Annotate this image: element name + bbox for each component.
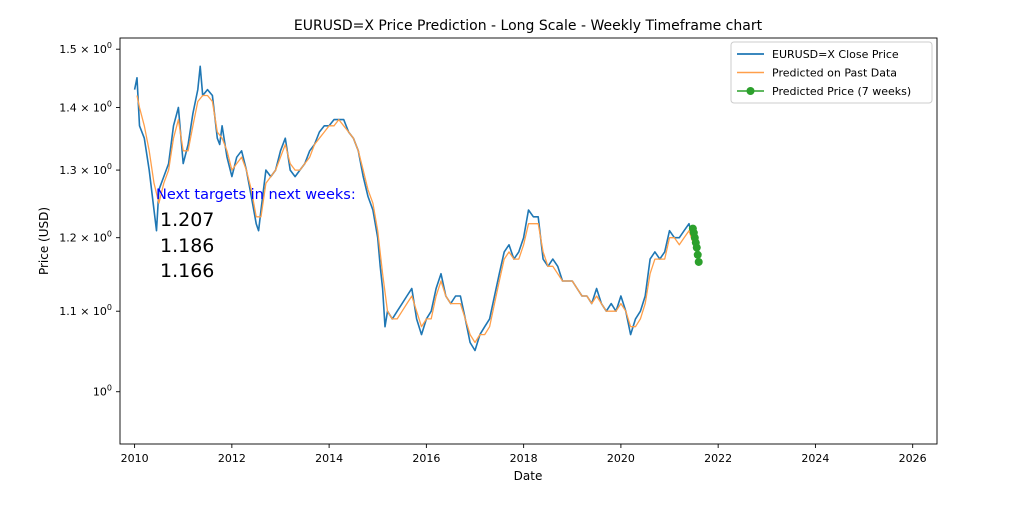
predicted-point-4 — [692, 243, 701, 252]
y-tick-exponent-1: 0 — [107, 303, 112, 312]
series-line-0 — [133, 65, 695, 352]
y-tick-label-1: 1.1 × 100 — [59, 303, 112, 318]
y-tick-exponent-4: 0 — [107, 99, 112, 108]
x-tick-label-2016: 2016 — [412, 452, 440, 465]
y-tick-label-3: 1.3 × 100 — [59, 162, 112, 177]
y-tick-base-0: 10 — [93, 386, 107, 399]
x-axis: 2010 2012 2014 2016 2018 2020 2022 2024 2026 — [121, 444, 927, 465]
y-tick-base-3: 1.3 × 10 — [59, 164, 107, 177]
prediction-annotation: Next targets in next weeks: 1.207 1.186 … — [156, 187, 356, 282]
legend-marker-2 — [746, 87, 755, 95]
x-tick-label-2018: 2018 — [510, 452, 538, 465]
x-axis-label: Date — [514, 469, 543, 483]
plot-area — [119, 37, 938, 445]
x-tick-label-2012: 2012 — [218, 452, 246, 465]
x-tick-label-2020: 2020 — [607, 452, 635, 465]
x-tick-label-2010: 2010 — [121, 452, 149, 465]
x-tick-label-2014: 2014 — [315, 452, 343, 465]
y-tick-exponent-5: 0 — [107, 41, 112, 50]
legend-label-2: Predicted Price (7 weeks) — [772, 85, 911, 98]
legend-label-0: EURUSD=X Close Price — [772, 48, 899, 61]
series-layer — [133, 65, 703, 352]
plot-frame — [119, 37, 938, 445]
chart-title: EURUSD=X Price Prediction - Long Scale -… — [294, 18, 763, 34]
y-tick-base-1: 1.1 × 10 — [59, 305, 107, 318]
y-tick-label-5: 1.5 × 100 — [59, 41, 112, 56]
legend-frame — [730, 41, 933, 104]
y-tick-exponent-2: 0 — [107, 230, 112, 239]
y-tick-exponent-0: 0 — [107, 384, 112, 393]
annotation-value-2: 1.186 — [160, 235, 214, 257]
legend: EURUSD=X Close Price Predicted on Past Da… — [730, 41, 933, 104]
predicted-point-5 — [693, 250, 702, 259]
x-tick-label-2022: 2022 — [704, 452, 732, 465]
y-axis-label: Price (USD) — [37, 207, 51, 275]
y-tick-exponent-3: 0 — [107, 162, 112, 171]
x-tick-label-2024: 2024 — [801, 452, 829, 465]
annotation-heading: Next targets in next weeks: — [156, 187, 356, 203]
y-tick-base-2: 1.2 × 10 — [59, 232, 107, 245]
y-tick-label-2: 1.2 × 100 — [59, 230, 112, 245]
x-tick-label-2026: 2026 — [899, 452, 927, 465]
y-tick-base-4: 1.4 × 10 — [59, 101, 107, 114]
predicted-point-6 — [694, 257, 703, 266]
y-tick-label-4: 1.4 × 100 — [59, 99, 112, 114]
y-tick-base-5: 1.5 × 10 — [59, 43, 107, 56]
series-line-1 — [136, 94, 695, 344]
legend-label-1: Predicted on Past Data — [772, 67, 897, 80]
y-tick-label-0: 100 — [93, 384, 112, 399]
annotation-value-3: 1.166 — [160, 260, 214, 282]
annotation-value-1: 1.207 — [160, 209, 214, 231]
